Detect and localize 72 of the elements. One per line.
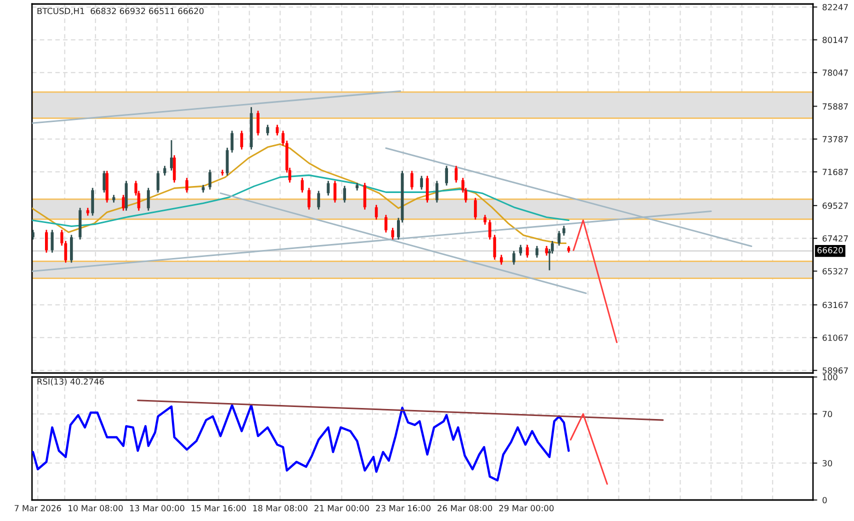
candlestick: [308, 187, 310, 210]
candlestick: [512, 250, 516, 266]
candlestick: [70, 234, 73, 264]
line-series: [32, 143, 567, 244]
candlestick: [391, 227, 394, 240]
y-tick-label: 70: [822, 410, 832, 418]
candlestick: [172, 154, 176, 184]
y-tick-label: 100: [822, 374, 838, 380]
y-tick-label: 71687: [822, 168, 848, 176]
candlestick: [230, 130, 234, 154]
x-tick-label: 26 Mar 08:00: [438, 505, 492, 512]
candlestick: [170, 139, 173, 172]
candlestick: [454, 165, 458, 184]
line-series: [32, 404, 570, 482]
candlestick: [445, 165, 448, 186]
y-tick-label: 30: [822, 460, 832, 466]
candlestick: [32, 229, 34, 240]
candlestick: [536, 245, 538, 258]
candlestick: [488, 219, 492, 240]
chart-title: RSI(13) 40.2746: [38, 378, 104, 386]
y-tick-label: 63167: [822, 302, 848, 308]
y-tick-label: 75887: [822, 103, 848, 110]
y-tick-label: 65327: [822, 268, 848, 274]
candlestick: [484, 214, 486, 226]
candlestick: [474, 197, 477, 220]
candlestick: [562, 225, 566, 236]
candlestick: [146, 187, 150, 212]
candlestick: [526, 244, 529, 258]
line-series: [32, 174, 570, 228]
candlestick: [500, 254, 503, 266]
x-tick-label: 7 Mar 2026: [14, 505, 62, 512]
x-tick-label: 29 Mar 00:00: [499, 505, 554, 512]
candlestick: [122, 194, 125, 212]
candlestick: [44, 229, 48, 254]
candlestick: [426, 175, 429, 204]
y-tick-label: 78047: [822, 70, 848, 76]
candlestick: [185, 177, 188, 194]
ref-line-label: 66620: [817, 247, 843, 254]
candlestick: [384, 214, 388, 234]
candlestick: [420, 175, 423, 190]
candlestick: [208, 169, 212, 190]
candlestick: [256, 110, 260, 136]
candlestick: [519, 244, 522, 256]
candlestick: [558, 230, 561, 246]
x-tick-label: 23 Mar 16:00: [376, 505, 431, 512]
y-tick-label: 0: [822, 496, 827, 504]
candlestick: [266, 124, 270, 136]
candlestick: [374, 204, 378, 220]
x-tick-label: 15 Mar 16:00: [192, 505, 246, 512]
x-tick-label: 21 Mar 00:00: [314, 505, 369, 512]
y-tick-label: 73787: [822, 136, 848, 142]
chart-title: BTCUSD,H1 66832 66932 66511 66620: [38, 8, 204, 15]
candlestick: [156, 170, 160, 194]
candlestick: [435, 180, 438, 204]
candlestick: [493, 234, 496, 260]
candlestick: [410, 170, 414, 190]
y-tick-label: 82247: [822, 4, 848, 10]
x-tick-label: 18 Mar 08:00: [253, 505, 308, 512]
x-tick-label: 13 Mar 00:00: [130, 505, 184, 512]
candlestick: [545, 245, 548, 256]
candlestick: [343, 185, 346, 204]
candlestick: [334, 180, 336, 204]
y-tick-label: 67427: [822, 235, 848, 242]
candlestick: [91, 187, 94, 216]
y-tick-label: 61067: [822, 334, 848, 341]
x-tick-label: 10 Mar 08:00: [68, 505, 123, 512]
y-tick-label: 69527: [822, 202, 848, 209]
candlestick: [102, 170, 106, 194]
y-tick-label: 80147: [822, 36, 848, 44]
candlestick: [240, 130, 244, 150]
candlestick: [317, 190, 320, 210]
y-tick-label: 58967: [822, 367, 848, 374]
